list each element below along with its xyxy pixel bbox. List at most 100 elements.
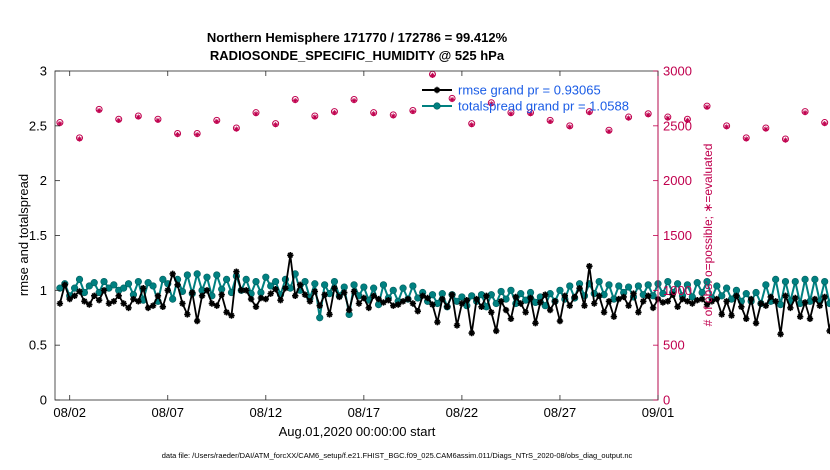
totalspread-point — [634, 282, 642, 290]
totalspread-point — [624, 283, 633, 291]
rmse-point — [360, 294, 368, 302]
rmse-point — [493, 327, 500, 335]
obs-evaluated-point — [116, 117, 122, 123]
rmse-point — [576, 284, 583, 292]
rmse-point — [537, 299, 544, 306]
obs-evaluated-point — [802, 110, 808, 116]
plot-frame — [55, 71, 658, 400]
obs-evaluated-point — [155, 117, 161, 123]
obs-evaluated-point — [390, 113, 396, 119]
totalspread-point — [252, 277, 260, 286]
rmse-point — [708, 298, 716, 305]
rmse-point — [581, 302, 588, 309]
obs-evaluated-point — [96, 107, 102, 114]
rmse-point — [169, 270, 176, 278]
totalspread-point — [325, 290, 334, 298]
totalspread-point — [321, 281, 329, 289]
rmse-point — [174, 281, 181, 289]
totalspread-point — [149, 282, 157, 290]
rmse-point — [399, 298, 407, 305]
rmse-point — [120, 300, 127, 307]
totalspread-point — [517, 290, 525, 298]
rmse-point — [811, 295, 819, 303]
rmse-point — [443, 303, 451, 310]
rmse-point — [154, 292, 162, 300]
rmse-point — [747, 295, 755, 303]
rmse-point — [419, 292, 426, 300]
rmse-point — [149, 302, 157, 309]
rmse-point — [321, 291, 328, 298]
totalspread-point — [477, 291, 486, 299]
totalspread-point — [90, 279, 98, 287]
rmse-point — [242, 287, 250, 294]
rmse-point — [556, 317, 564, 325]
totalspread-point — [330, 277, 339, 286]
rmse-point — [546, 306, 554, 314]
x-tick-label: 09/01 — [642, 405, 675, 420]
rmse-point — [311, 288, 319, 295]
rmse-point — [277, 297, 284, 304]
chart-title-line1: Northern Hemisphere 171770 / 172786 = 99… — [207, 30, 508, 45]
rmse-point — [448, 291, 456, 298]
totalspread-point — [693, 279, 701, 287]
rmse-point — [267, 290, 274, 297]
obs-evaluated-point — [645, 112, 651, 118]
rmse-point — [66, 295, 73, 303]
rmse-point — [527, 294, 534, 302]
legend-label: totalspread grand pr = 1.0588 — [458, 99, 629, 114]
obs-evaluated-point — [233, 126, 239, 132]
totalspread-point — [272, 277, 280, 286]
totalspread-point — [134, 277, 142, 286]
rmse-point — [203, 287, 211, 294]
rmse-point — [767, 293, 774, 301]
rmse-point — [733, 292, 740, 300]
rmse-point — [164, 287, 171, 294]
y-tick-label: 0.5 — [29, 338, 47, 353]
obs-evaluated-point — [469, 122, 475, 128]
rmse-point — [630, 290, 637, 297]
rmse-point — [571, 293, 578, 301]
rmse-point — [336, 293, 343, 301]
totalspread-point — [468, 292, 476, 300]
rmse-point — [56, 300, 64, 307]
totalspread-point — [379, 281, 388, 289]
obs-evaluated-point — [351, 98, 357, 104]
totalspread-point — [821, 277, 829, 286]
totalspread-point — [100, 277, 108, 286]
y-right-tick-label: 0 — [663, 393, 670, 408]
x-tick-label: 08/27 — [544, 405, 577, 420]
totalspread-point — [193, 270, 201, 278]
obs-evaluated-point — [586, 110, 592, 116]
obs-evaluated-point — [527, 111, 534, 117]
totalspread-point — [742, 290, 750, 298]
rmse-point — [644, 292, 652, 300]
obs-evaluated-point — [57, 121, 63, 127]
chart-title-line2: RADIOSONDE_SPECIFIC_HUMIDITY @ 525 hPa — [210, 48, 505, 63]
legend-marker — [433, 102, 441, 110]
rmse-point — [625, 302, 632, 309]
totalspread-point — [615, 282, 623, 290]
rmse-point — [326, 311, 333, 318]
obs-evaluated-point — [371, 111, 377, 117]
totalspread-point — [71, 284, 79, 292]
totalspread-point — [546, 290, 554, 298]
obs-evaluated-point — [331, 110, 338, 116]
totalspread-point — [183, 271, 191, 279]
legend-marker — [433, 86, 441, 94]
rmse-point — [816, 302, 823, 309]
y-tick-label: 3 — [40, 64, 47, 79]
totalspread-point — [600, 291, 608, 299]
rmse-point — [796, 313, 804, 320]
rmse-point — [723, 298, 730, 305]
rmse-point — [478, 303, 485, 310]
obs-evaluated-point — [410, 108, 416, 115]
totalspread-point — [762, 281, 770, 289]
rmse-point — [95, 297, 103, 304]
rmse-point — [223, 309, 230, 316]
obs-evaluated-point — [292, 98, 298, 104]
obs-evaluated-point — [782, 137, 789, 143]
rmse-point — [522, 309, 529, 316]
x-tick-label: 08/02 — [53, 405, 86, 420]
rmse-point — [669, 291, 676, 298]
y-right-tick-label: 2500 — [663, 118, 692, 133]
